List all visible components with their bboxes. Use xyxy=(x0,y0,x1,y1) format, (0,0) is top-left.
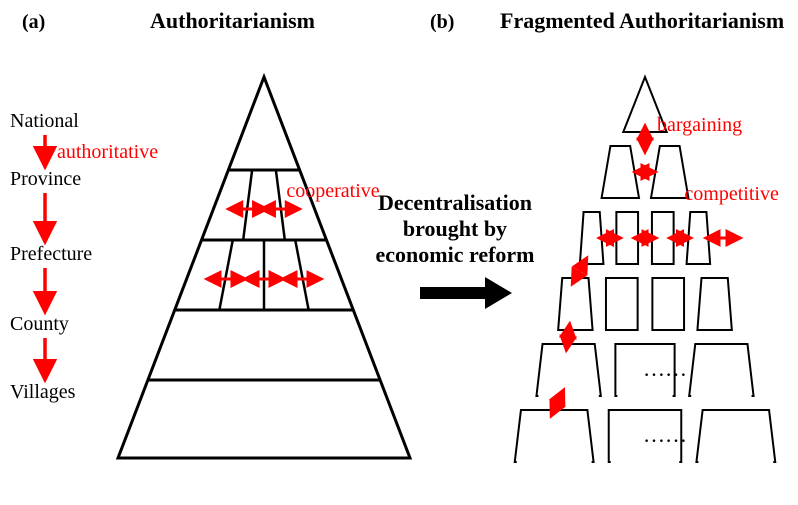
panel-a-title: Authoritarianism xyxy=(150,8,315,33)
frag-piece xyxy=(606,278,638,330)
frag-piece xyxy=(602,146,639,198)
diagram-root: (a) Authoritarianism (b) Fragmented Authori… xyxy=(0,0,798,505)
frag-piece xyxy=(652,212,674,264)
level-label: Villages xyxy=(10,381,76,403)
level-label: County xyxy=(10,313,69,335)
panel-a-label: (a) xyxy=(22,11,45,33)
cooperative-label: cooperative xyxy=(286,180,379,202)
cell-divider xyxy=(295,240,308,310)
frag-piece xyxy=(558,278,592,330)
cell-divider xyxy=(243,170,252,240)
frag-piece xyxy=(580,212,604,264)
level-label: National xyxy=(10,110,79,132)
level-label: Prefecture xyxy=(10,243,92,265)
frag-piece xyxy=(687,212,711,264)
frag-piece xyxy=(515,410,594,462)
frag-piece xyxy=(651,146,688,198)
frag-piece xyxy=(616,212,638,264)
frag-piece xyxy=(652,278,684,330)
cell-divider xyxy=(219,240,232,310)
ellipsis: …… xyxy=(643,422,687,447)
panel-b-title: Fragmented Authoritarianism xyxy=(500,8,784,33)
transition-arrowhead-icon xyxy=(485,277,512,309)
frag-piece xyxy=(697,278,731,330)
frag-piece xyxy=(696,410,775,462)
competitive-label: competitive xyxy=(684,183,779,205)
ellipsis: …… xyxy=(643,356,687,381)
frag-piece xyxy=(536,344,600,396)
transition-text: brought by xyxy=(403,216,507,241)
bargaining-label: bargaining xyxy=(657,114,742,136)
authoritative-label: authoritative xyxy=(57,141,158,163)
panel-b-label: (b) xyxy=(430,11,454,33)
cell-divider xyxy=(276,170,285,240)
level-label: Province xyxy=(10,168,81,190)
transition-text: economic reform xyxy=(375,242,534,267)
frag-piece xyxy=(689,344,753,396)
transition-text: Decentralisation xyxy=(378,190,532,215)
